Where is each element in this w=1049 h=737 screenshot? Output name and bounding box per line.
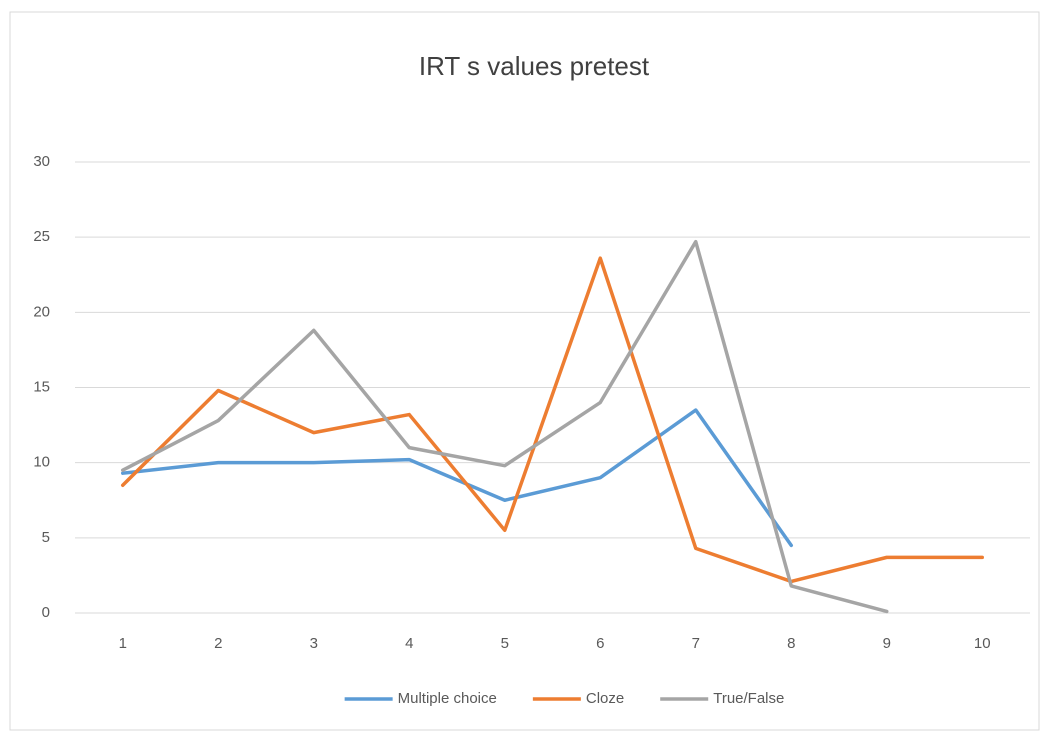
y-tick-label: 15 [33, 378, 50, 395]
x-tick-label: 8 [787, 635, 795, 652]
x-tick-label: 9 [883, 635, 891, 652]
x-tick-label: 3 [310, 635, 318, 652]
legend-label: Multiple choice [398, 690, 497, 707]
y-tick-label: 10 [33, 454, 50, 471]
x-tick-label: 4 [405, 635, 413, 652]
x-tick-label: 1 [119, 635, 127, 652]
x-tick-label: 5 [501, 635, 509, 652]
x-tick-label: 7 [692, 635, 700, 652]
chart-frame [9, 11, 1040, 731]
x-tick-label: 6 [596, 635, 604, 652]
y-tick-label: 5 [42, 529, 50, 546]
x-tick-label: 10 [974, 635, 991, 652]
x-tick-label: 2 [214, 635, 222, 652]
y-tick-label: 0 [42, 604, 50, 621]
y-tick-label: 20 [33, 303, 50, 320]
y-tick-label: 25 [33, 228, 50, 245]
legend-label: Cloze [586, 690, 624, 707]
series-line [121, 256, 984, 584]
legend-label: True/False [713, 690, 784, 707]
series-line [121, 239, 889, 614]
y-tick-label: 30 [33, 153, 50, 170]
chart-title: IRT s values pretest [419, 51, 650, 81]
series-line [121, 408, 793, 548]
